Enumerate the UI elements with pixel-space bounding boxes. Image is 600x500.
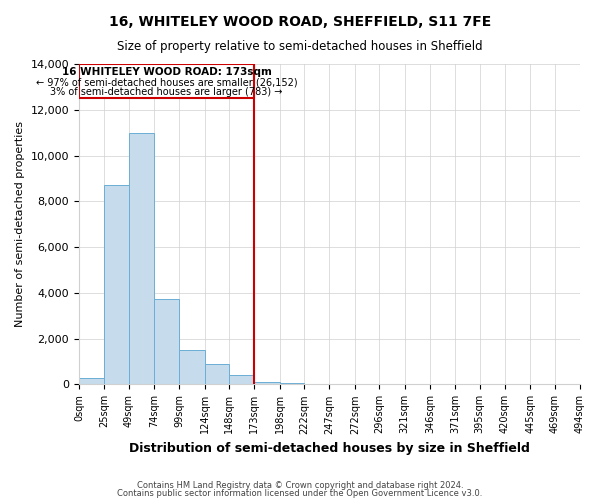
Text: Contains public sector information licensed under the Open Government Licence v3: Contains public sector information licen…	[118, 489, 482, 498]
Text: ← 97% of semi-detached houses are smaller (26,152): ← 97% of semi-detached houses are smalle…	[36, 78, 298, 88]
Bar	[128, 132, 154, 384]
Text: 16 WHITELEY WOOD ROAD: 173sqm: 16 WHITELEY WOOD ROAD: 173sqm	[62, 68, 272, 78]
Bar	[254, 382, 280, 384]
Bar	[179, 350, 205, 384]
Bar	[79, 64, 254, 98]
Text: 16, WHITELEY WOOD ROAD, SHEFFIELD, S11 7FE: 16, WHITELEY WOOD ROAD, SHEFFIELD, S11 7…	[109, 15, 491, 29]
X-axis label: Distribution of semi-detached houses by size in Sheffield: Distribution of semi-detached houses by …	[129, 442, 530, 455]
Text: Contains HM Land Registry data © Crown copyright and database right 2024.: Contains HM Land Registry data © Crown c…	[137, 480, 463, 490]
Bar	[104, 186, 128, 384]
Bar	[229, 376, 254, 384]
Text: Size of property relative to semi-detached houses in Sheffield: Size of property relative to semi-detach…	[117, 40, 483, 53]
Text: 3% of semi-detached houses are larger (783) →: 3% of semi-detached houses are larger (7…	[50, 87, 283, 97]
Y-axis label: Number of semi-detached properties: Number of semi-detached properties	[15, 121, 25, 327]
Bar	[154, 298, 179, 384]
Bar	[205, 364, 229, 384]
Bar	[79, 378, 104, 384]
